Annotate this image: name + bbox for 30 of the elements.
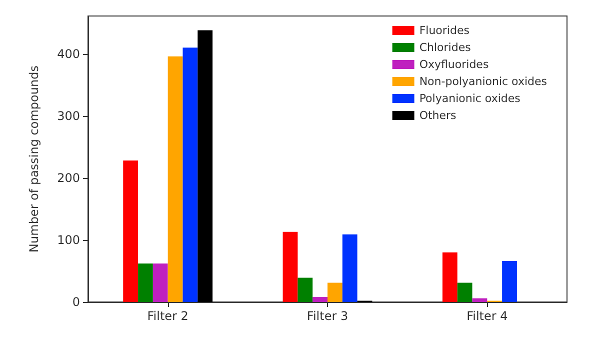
y-tick-label: 0 <box>72 295 80 309</box>
bar <box>342 234 358 302</box>
legend-label: Others <box>419 109 457 122</box>
bar <box>328 282 342 302</box>
bar <box>182 48 198 302</box>
legend-label: Fluorides <box>419 24 470 37</box>
x-tick-label: Filter 4 <box>466 309 508 323</box>
bar <box>168 56 183 302</box>
x-tick-label: Filter 2 <box>147 309 188 323</box>
bar <box>152 264 168 302</box>
bar <box>198 30 213 302</box>
bar <box>138 264 153 302</box>
bar <box>502 261 517 302</box>
bar <box>298 278 313 302</box>
bar <box>442 252 458 302</box>
y-tick-label: 300 <box>57 108 80 123</box>
legend-label: Polyanionic oxides <box>419 92 521 105</box>
y-axis-title: Number of passing compounds <box>27 66 41 252</box>
x-tick-label: Filter 3 <box>306 309 348 323</box>
legend-label: Non-polyanionic oxides <box>419 75 548 88</box>
bar <box>312 297 328 302</box>
bar <box>123 160 138 302</box>
bar <box>472 298 488 302</box>
y-tick-label: 200 <box>57 170 80 185</box>
legend-label: Oxyfluorides <box>419 58 489 71</box>
legend-label: Chlorides <box>419 41 472 54</box>
bar <box>282 232 298 302</box>
y-tick-label: 100 <box>57 232 80 247</box>
y-tick-label: 400 <box>57 46 80 61</box>
bar <box>457 282 472 302</box>
